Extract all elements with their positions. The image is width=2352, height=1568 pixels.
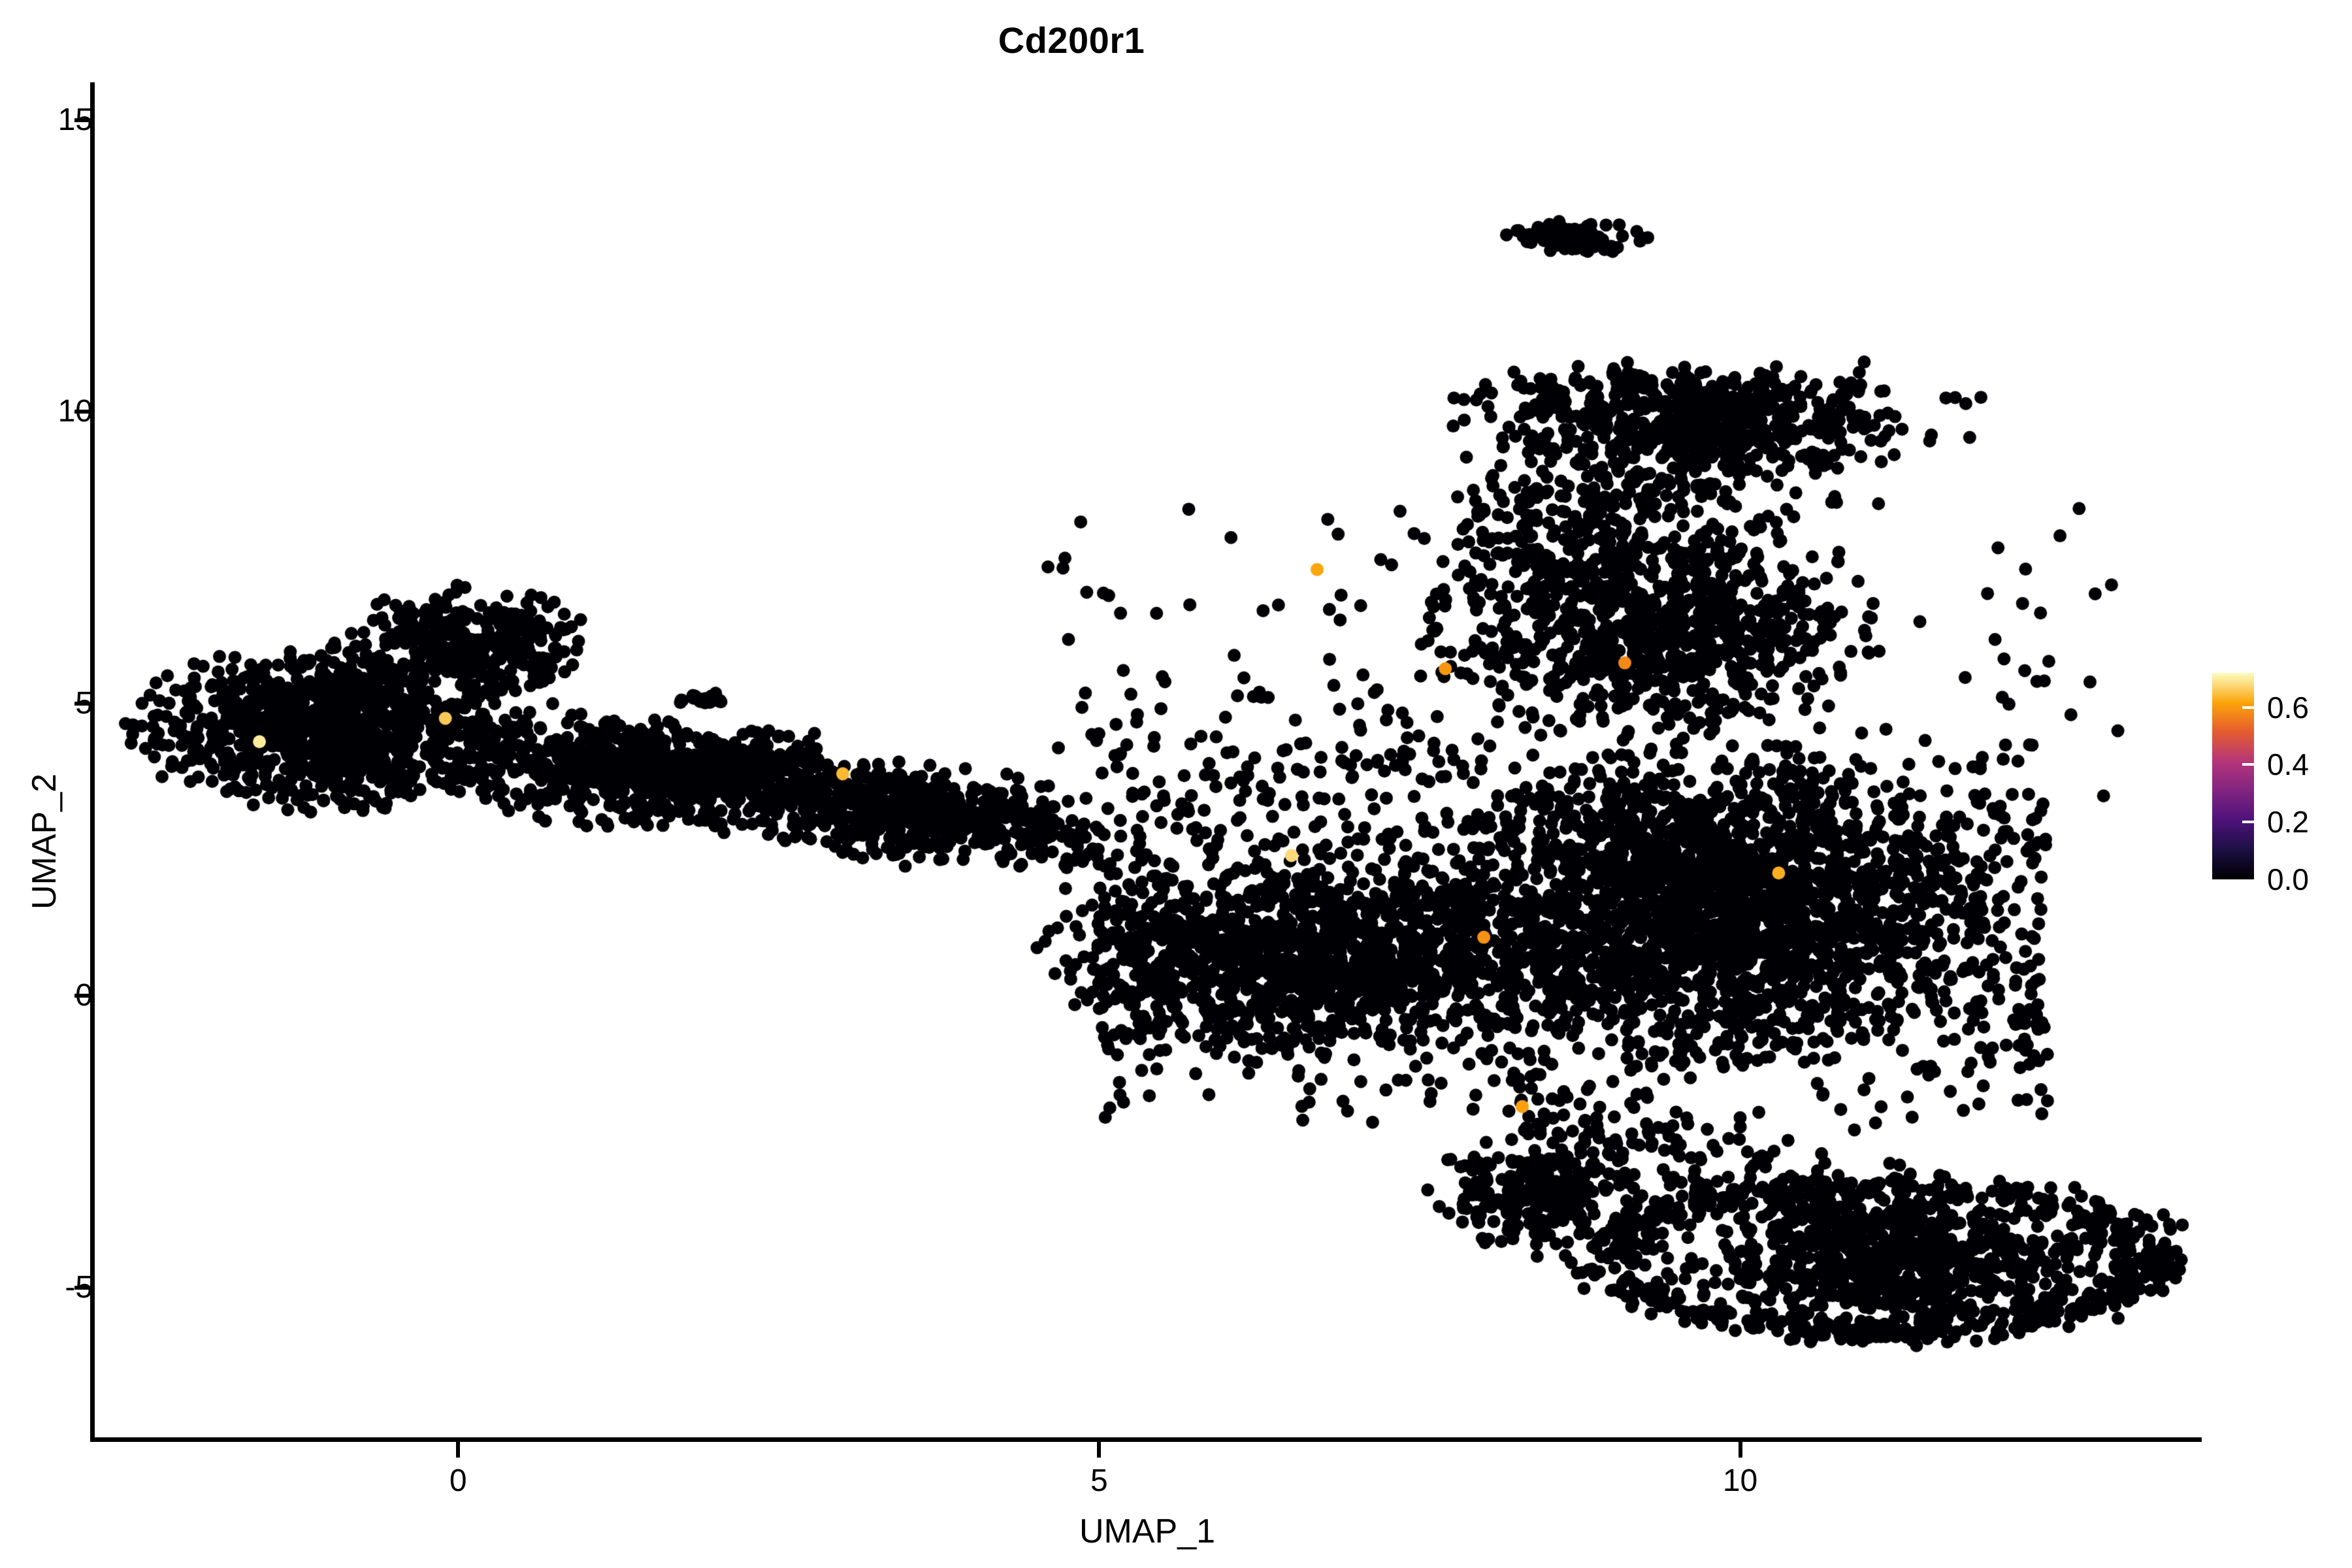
y-axis-title: UMAP_2 (25, 773, 63, 910)
x-axis-title: UMAP_1 (1079, 1512, 1216, 1550)
y-tick-label: 5 (75, 686, 93, 721)
x-tick-label: 10 (1722, 1463, 1758, 1498)
x-tick-label: 5 (1090, 1463, 1108, 1498)
y-tick-mark (74, 118, 90, 122)
colorbar-tick-mark (2242, 763, 2254, 766)
colorbar-legend[interactable]: 0.6 0.4 0.2 0.0 (2212, 673, 2343, 894)
y-tick-mark (74, 702, 90, 706)
y-tick-mark (74, 410, 90, 414)
colorbar-tick-mark (2217, 877, 2249, 879)
colorbar-tick-label: 0.4 (2267, 747, 2309, 782)
colorbar-tick-label: 0.2 (2267, 805, 2309, 840)
plot-panel[interactable] (93, 85, 2202, 1439)
y-axis-line (90, 82, 95, 1442)
y-tick-label: 15 (57, 102, 93, 137)
y-tick-mark (74, 1285, 90, 1290)
page-title: Cd200r1 (998, 20, 1145, 61)
x-tick-mark (1738, 1442, 1742, 1458)
x-tick-label: 0 (449, 1463, 467, 1498)
colorbar-tick-mark (2242, 821, 2254, 824)
colorbar-tick-label: 0.6 (2267, 690, 2309, 725)
y-tick-label: 10 (57, 394, 93, 429)
colorbar-gradient (2212, 673, 2254, 879)
scatter-canvas[interactable] (93, 85, 2202, 1439)
colorbar-tick-label: 0.0 (2267, 862, 2309, 896)
x-tick-mark (1097, 1442, 1102, 1458)
y-tick-mark (74, 993, 90, 998)
colorbar-tick-mark (2242, 706, 2254, 709)
y-tick-label: -5 (65, 1269, 93, 1305)
x-tick-mark (456, 1442, 461, 1458)
x-axis-line (90, 1437, 2202, 1442)
y-tick-label: 0 (75, 977, 93, 1013)
